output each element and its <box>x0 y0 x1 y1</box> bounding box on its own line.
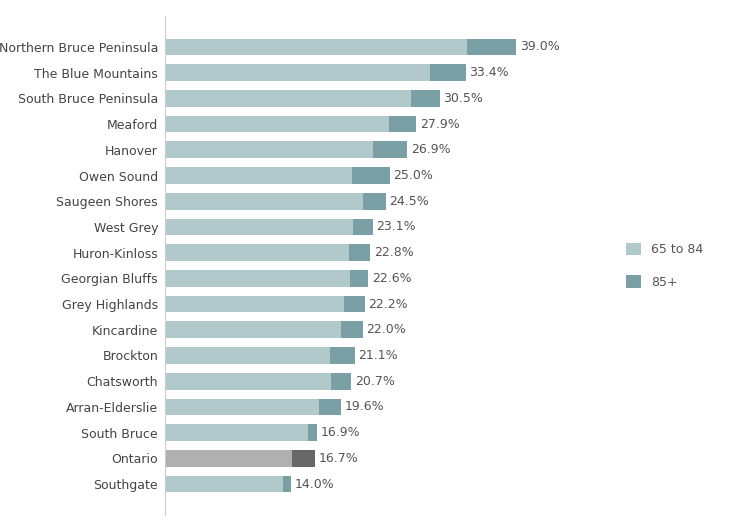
Text: 22.2%: 22.2% <box>368 297 408 311</box>
Text: 16.7%: 16.7% <box>319 452 358 465</box>
Bar <box>331 373 351 390</box>
Legend: 65 to 84, 85+: 65 to 84, 85+ <box>621 237 709 294</box>
Bar <box>165 476 283 492</box>
Bar <box>349 244 370 261</box>
Bar <box>165 219 353 235</box>
Bar <box>165 424 308 441</box>
Bar <box>353 219 373 235</box>
Text: 20.7%: 20.7% <box>355 375 395 388</box>
Bar <box>283 476 291 492</box>
Text: 22.6%: 22.6% <box>372 272 412 285</box>
Bar <box>165 64 430 81</box>
Bar <box>344 296 364 312</box>
Bar <box>373 141 407 158</box>
Bar <box>165 116 389 132</box>
Text: 19.6%: 19.6% <box>345 400 385 414</box>
Bar <box>292 450 315 467</box>
Bar <box>363 193 386 210</box>
Text: 25.0%: 25.0% <box>394 169 433 182</box>
Bar <box>330 347 355 364</box>
Text: 23.1%: 23.1% <box>376 220 416 234</box>
Text: 33.4%: 33.4% <box>470 66 509 79</box>
Bar <box>319 399 341 415</box>
Bar <box>430 64 466 81</box>
Bar <box>165 321 340 338</box>
Bar <box>165 347 330 364</box>
Text: 27.9%: 27.9% <box>420 117 460 131</box>
Bar <box>165 141 373 158</box>
Bar <box>350 270 368 287</box>
Bar <box>165 450 292 467</box>
Bar <box>165 270 350 287</box>
Bar <box>352 167 390 184</box>
Text: 39.0%: 39.0% <box>520 40 560 54</box>
Text: 30.5%: 30.5% <box>443 92 483 105</box>
Bar <box>165 193 363 210</box>
Text: 21.1%: 21.1% <box>358 349 398 362</box>
Bar <box>165 90 411 107</box>
Bar <box>165 373 331 390</box>
Text: 22.0%: 22.0% <box>367 323 407 336</box>
Text: 24.5%: 24.5% <box>389 195 429 208</box>
Bar <box>466 39 516 55</box>
Text: 26.9%: 26.9% <box>411 143 450 156</box>
Text: 16.9%: 16.9% <box>321 426 360 439</box>
Bar <box>411 90 440 107</box>
Bar <box>165 399 319 415</box>
Bar <box>165 167 352 184</box>
Bar <box>165 296 344 312</box>
Text: 14.0%: 14.0% <box>295 477 334 491</box>
Bar <box>165 244 349 261</box>
Bar <box>340 321 363 338</box>
Bar <box>308 424 317 441</box>
Text: 22.8%: 22.8% <box>374 246 413 259</box>
Bar <box>165 39 466 55</box>
Bar <box>389 116 416 132</box>
